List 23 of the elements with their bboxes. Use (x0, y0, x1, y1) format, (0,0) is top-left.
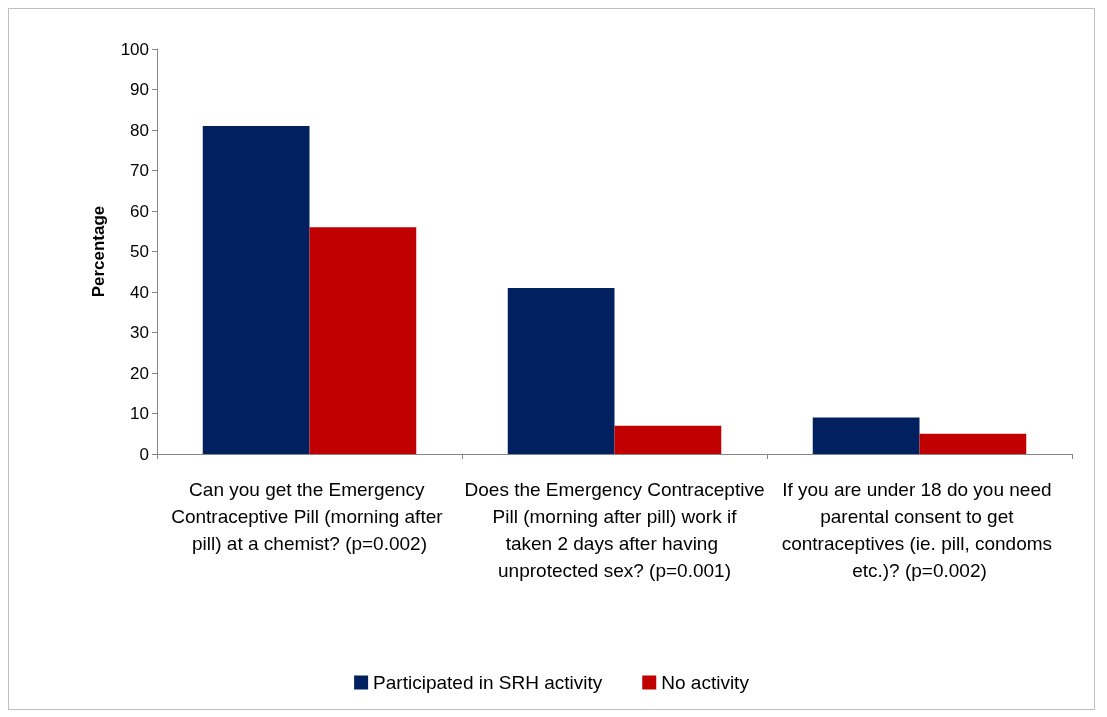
bar (919, 433, 1027, 454)
y-tick-label: 20 (130, 363, 149, 383)
y-tick-label: 50 (130, 242, 149, 261)
y-tick-label: 70 (130, 161, 149, 180)
legend-label: No activity (661, 672, 750, 693)
x-tick-label: Does the Emergency Contraceptive Pill (morning after pill) work if taken 2 days after having unprotected sex? (p=0.001) (464, 479, 765, 581)
x-tick-label: Can you get the Emergency Contraceptive Pill (morning after pill) at a chemist? (p=0.002) (171, 479, 448, 554)
y-tick-label: 60 (130, 201, 149, 221)
y-tick-label: 80 (130, 120, 149, 140)
bar (309, 227, 417, 454)
bar (812, 417, 920, 454)
bar (507, 287, 615, 454)
y-tick-label: 100 (120, 39, 149, 59)
x-tick-label: If you are under 18 do you need parental consent to get contraceptives (ie. pill, condoms etc.)? (p=0.002) (781, 479, 1058, 581)
bar (202, 125, 310, 454)
y-tick-label: 10 (130, 404, 149, 423)
legend-label: Participated in SRH activity (373, 672, 603, 693)
bar (614, 425, 722, 454)
y-tick-label: 30 (130, 323, 149, 342)
y-tick-label: 40 (130, 282, 149, 302)
y-tick-label: 90 (130, 80, 149, 99)
y-axis-title: Percentage (89, 205, 108, 298)
y-tick-label: 0 (139, 444, 149, 464)
